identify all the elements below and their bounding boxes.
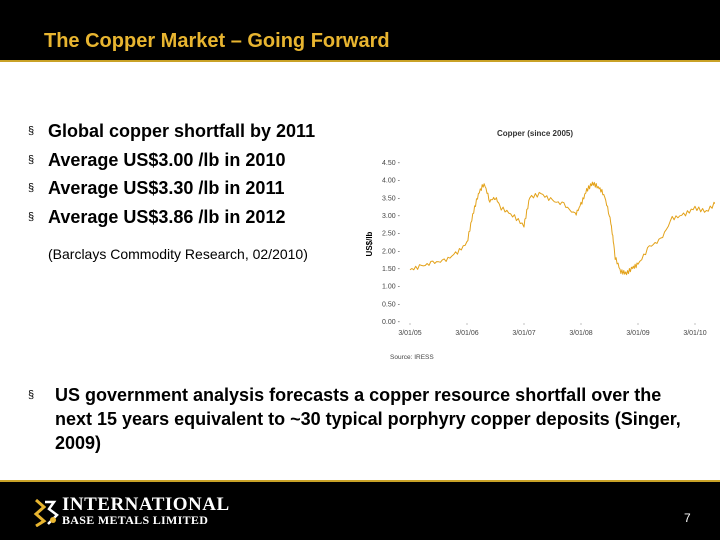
header-bar: The Copper Market – Going Forward <box>0 0 720 62</box>
x-tick-label: 3/01/06 <box>455 330 478 337</box>
x-tick-label: 3/01/10 <box>683 330 706 337</box>
y-tick-label: 4.50 - <box>382 160 401 167</box>
company-name: INTERNATIONAL <box>62 494 230 515</box>
list-item-text: Average US$3.00 /lb in 2010 <box>48 149 286 170</box>
chart-title: Copper (since 2005) <box>497 129 573 138</box>
company-logo-icon <box>33 498 59 527</box>
bullet-marker: § <box>28 153 35 166</box>
footer-rule <box>0 480 720 482</box>
y-tick-label: 3.50 - <box>382 195 401 202</box>
y-tick-label: 1.50 - <box>382 266 401 273</box>
y-tick-label: 2.50 - <box>382 231 401 238</box>
y-tick-label: 0.50 - <box>382 301 401 308</box>
bullet-marker: § <box>28 125 35 137</box>
page-title: The Copper Market – Going Forward <box>44 30 390 52</box>
x-tick-label: 3/01/09 <box>626 330 649 337</box>
page-number: 7 <box>684 511 691 525</box>
series-line-copper <box>409 181 715 276</box>
list-item-text: Average US$3.86 /lb in 2012 <box>48 206 286 227</box>
y-tick-label: 3.00 - <box>382 213 401 220</box>
y-tick-label: 1.00 - <box>382 284 401 291</box>
list-item-text: Average US$3.30 /lb in 2011 <box>48 178 285 199</box>
header-rule <box>0 60 720 62</box>
x-tick-label: 3/01/08 <box>569 330 592 337</box>
x-tick-label: 3/01/07 <box>512 330 535 337</box>
company-subtitle: BASE METALS LIMITED <box>62 513 209 527</box>
y-tick-label: 0.00 - <box>382 319 401 326</box>
bullet-marker: § <box>28 389 35 401</box>
list-item-text: US government analysis forecasts a coppe… <box>55 385 681 453</box>
y-tick-label: 2.00 - <box>382 248 401 255</box>
chart-source: Source: IRESS <box>390 354 434 361</box>
bullet-marker: § <box>28 210 35 223</box>
copper-price-chart: Copper (since 2005) US$/lb 0.00 - 0.50 - 1.0… <box>365 129 715 361</box>
footer-bar: INTERNATIONAL BASE METALS LIMITED 7 <box>0 480 720 540</box>
list-item-text: Global copper shortfall by 2011 <box>48 121 316 141</box>
x-tick-label: 3/01/05 <box>398 330 421 337</box>
citation: (Barclays Commodity Research, 02/2010) <box>48 246 308 262</box>
y-tick-label: 4.00 - <box>382 178 401 185</box>
y-axis-label: US$/lb <box>365 231 374 256</box>
bullet-marker: § <box>28 182 35 195</box>
